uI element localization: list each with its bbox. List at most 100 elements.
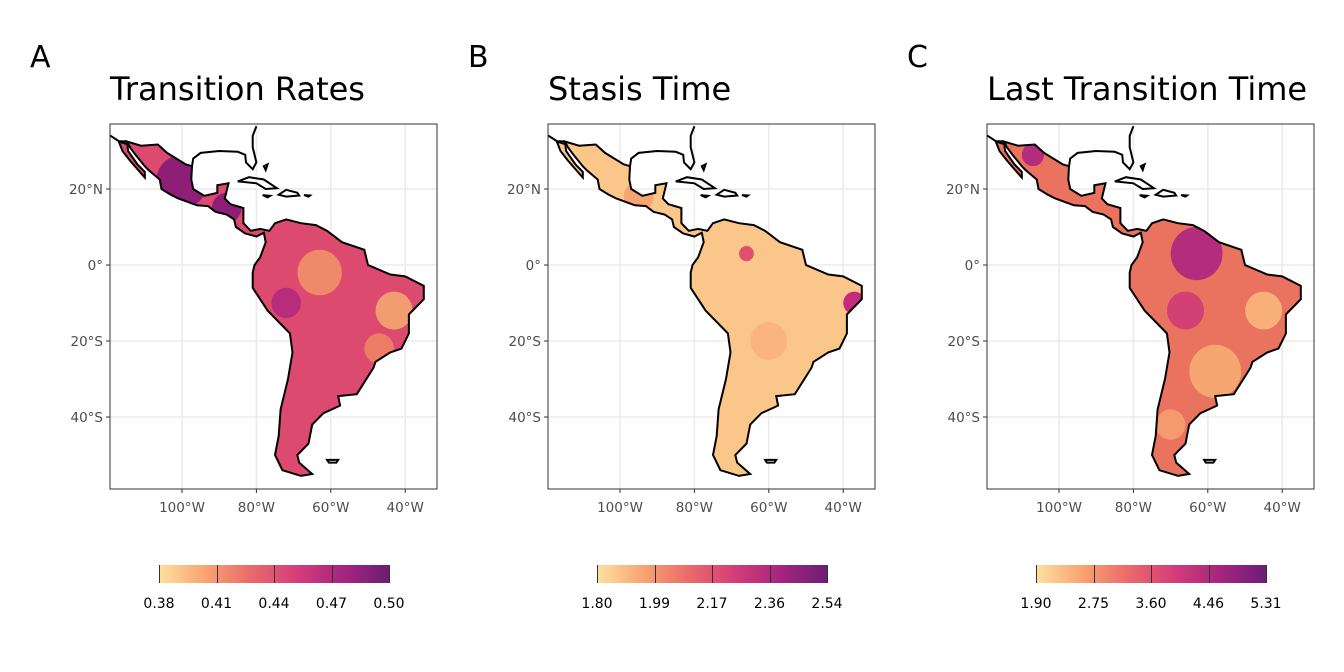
plot-frame xyxy=(547,123,876,490)
colorbar-label: 0.50 xyxy=(373,596,405,612)
colorbar-label: 1.99 xyxy=(638,596,671,612)
coastline xyxy=(987,134,1004,143)
colorbar-tick xyxy=(827,565,828,583)
x-tick-label: 80°W xyxy=(1115,500,1152,516)
x-tick-label: 60°W xyxy=(750,500,787,516)
colorbar-label: 3.60 xyxy=(1135,596,1167,612)
plot-frame xyxy=(109,123,438,490)
colorbar-tick xyxy=(1208,565,1210,583)
colorbar-label: 2.75 xyxy=(1077,596,1110,612)
raster-patch xyxy=(1170,227,1223,281)
x-tick-label: 100°W xyxy=(1036,500,1082,516)
island-outline xyxy=(714,188,740,198)
y-tick-label: 20°N xyxy=(69,182,103,198)
x-tick-label: 100°W xyxy=(597,500,643,516)
y-tick-label: 20°S xyxy=(948,334,981,350)
colorbar-tick xyxy=(389,565,390,583)
x-tick-label: 40°W xyxy=(1264,500,1301,516)
map-plot: 100°W 80°W 60°W 40°W 20°N 0° 20°S 40°S xyxy=(507,123,876,516)
y-tick-label: 0° xyxy=(965,258,980,274)
colorbar-tick xyxy=(331,565,333,583)
coastline xyxy=(110,134,127,143)
x-tick-label: 40°W xyxy=(825,500,862,516)
island-outline xyxy=(1114,176,1157,191)
x-tick-label: 60°W xyxy=(312,500,349,516)
x-tick-label: 40°W xyxy=(387,500,424,516)
colorbar-label: 0.44 xyxy=(258,596,290,612)
plot-frame xyxy=(986,123,1315,490)
colorbar-label: 0.38 xyxy=(143,596,175,612)
raster-patch xyxy=(211,192,242,224)
coastline-baja xyxy=(555,139,584,181)
island-outline xyxy=(262,194,274,199)
island-outline xyxy=(1139,162,1147,173)
colorbar-tick xyxy=(769,565,771,583)
y-tick-label: 20°S xyxy=(509,334,542,350)
colorbar-tick xyxy=(1036,565,1037,583)
colorbar-label: 1.90 xyxy=(1020,596,1052,612)
panel-title: Transition Rates xyxy=(110,70,365,108)
colorbar-label: 1.80 xyxy=(581,596,613,612)
colorbar-label: 2.36 xyxy=(753,596,786,612)
y-tick-label: 20°N xyxy=(507,182,541,198)
raster-patch xyxy=(1166,291,1204,330)
raster-patch xyxy=(1245,291,1283,330)
x-tick-label: 80°W xyxy=(676,500,713,516)
raster-patch xyxy=(750,322,788,360)
island-outline xyxy=(675,176,718,191)
panel-letter: C xyxy=(907,40,928,75)
y-tick-label: 20°S xyxy=(71,334,104,350)
map-panel-b: B Stasis Time 100°W 80°W 60°W 40°W 20°N 0° 20°S 4… xyxy=(438,0,878,672)
colorbar-tick xyxy=(654,565,656,583)
raster-patch xyxy=(1189,344,1242,398)
coastline xyxy=(191,125,258,171)
colorbar-tick xyxy=(159,565,160,583)
panel-title: Last Transition Time xyxy=(987,70,1308,108)
colorbar-tick xyxy=(1093,565,1095,583)
island-outline xyxy=(303,194,313,198)
colorbar-label: 4.46 xyxy=(1192,596,1225,612)
island-outline xyxy=(741,194,751,198)
colorbar-tick xyxy=(1266,565,1267,583)
y-tick-label: 40°S xyxy=(509,410,542,426)
raster-patch xyxy=(271,287,301,319)
coastline xyxy=(629,125,696,171)
x-tick-label: 80°W xyxy=(238,500,275,516)
raster-patch xyxy=(1021,143,1045,167)
raster-patch xyxy=(739,246,754,262)
raster-patch xyxy=(1155,409,1186,440)
coastline-baja xyxy=(117,139,146,181)
x-tick-label: 60°W xyxy=(1189,500,1226,516)
map-panel-c: C Last Transition Time 100°W 80°W 60°W 40°W 20… xyxy=(877,0,1317,672)
colorbar-label: 5.31 xyxy=(1250,596,1282,612)
colorbar-label: 0.41 xyxy=(200,596,233,612)
coastline xyxy=(548,134,565,143)
y-tick-label: 40°S xyxy=(71,410,104,426)
island-outline xyxy=(763,458,779,464)
coastline xyxy=(562,139,863,477)
island-outline xyxy=(700,162,708,173)
y-tick-label: 0° xyxy=(526,258,541,274)
island-outline xyxy=(276,188,302,198)
y-tick-label: 20°N xyxy=(946,182,980,198)
colorbar-label: 2.54 xyxy=(811,596,843,612)
island-outline xyxy=(1202,458,1218,464)
island-outline xyxy=(237,176,280,191)
map-panel-a: A Transition Rates 100°W 80°W 60°W 40°W 20°N 0°… xyxy=(0,0,440,672)
island-outline xyxy=(1153,188,1179,198)
coastline xyxy=(1068,125,1135,171)
island-outline xyxy=(325,458,341,464)
island-outline xyxy=(262,162,270,173)
panel-title: Stasis Time xyxy=(548,70,732,108)
island-outline xyxy=(1180,194,1190,198)
colorbar-tick xyxy=(712,565,713,583)
coastline-baja xyxy=(994,139,1023,181)
colorbar-tick xyxy=(597,565,598,583)
colorbar-tick xyxy=(274,565,275,583)
raster-fill xyxy=(564,141,862,476)
panel-letter: B xyxy=(468,40,489,75)
colorbar-label: 2.17 xyxy=(696,596,728,612)
y-tick-label: 40°S xyxy=(948,410,981,426)
x-tick-label: 100°W xyxy=(159,500,205,516)
